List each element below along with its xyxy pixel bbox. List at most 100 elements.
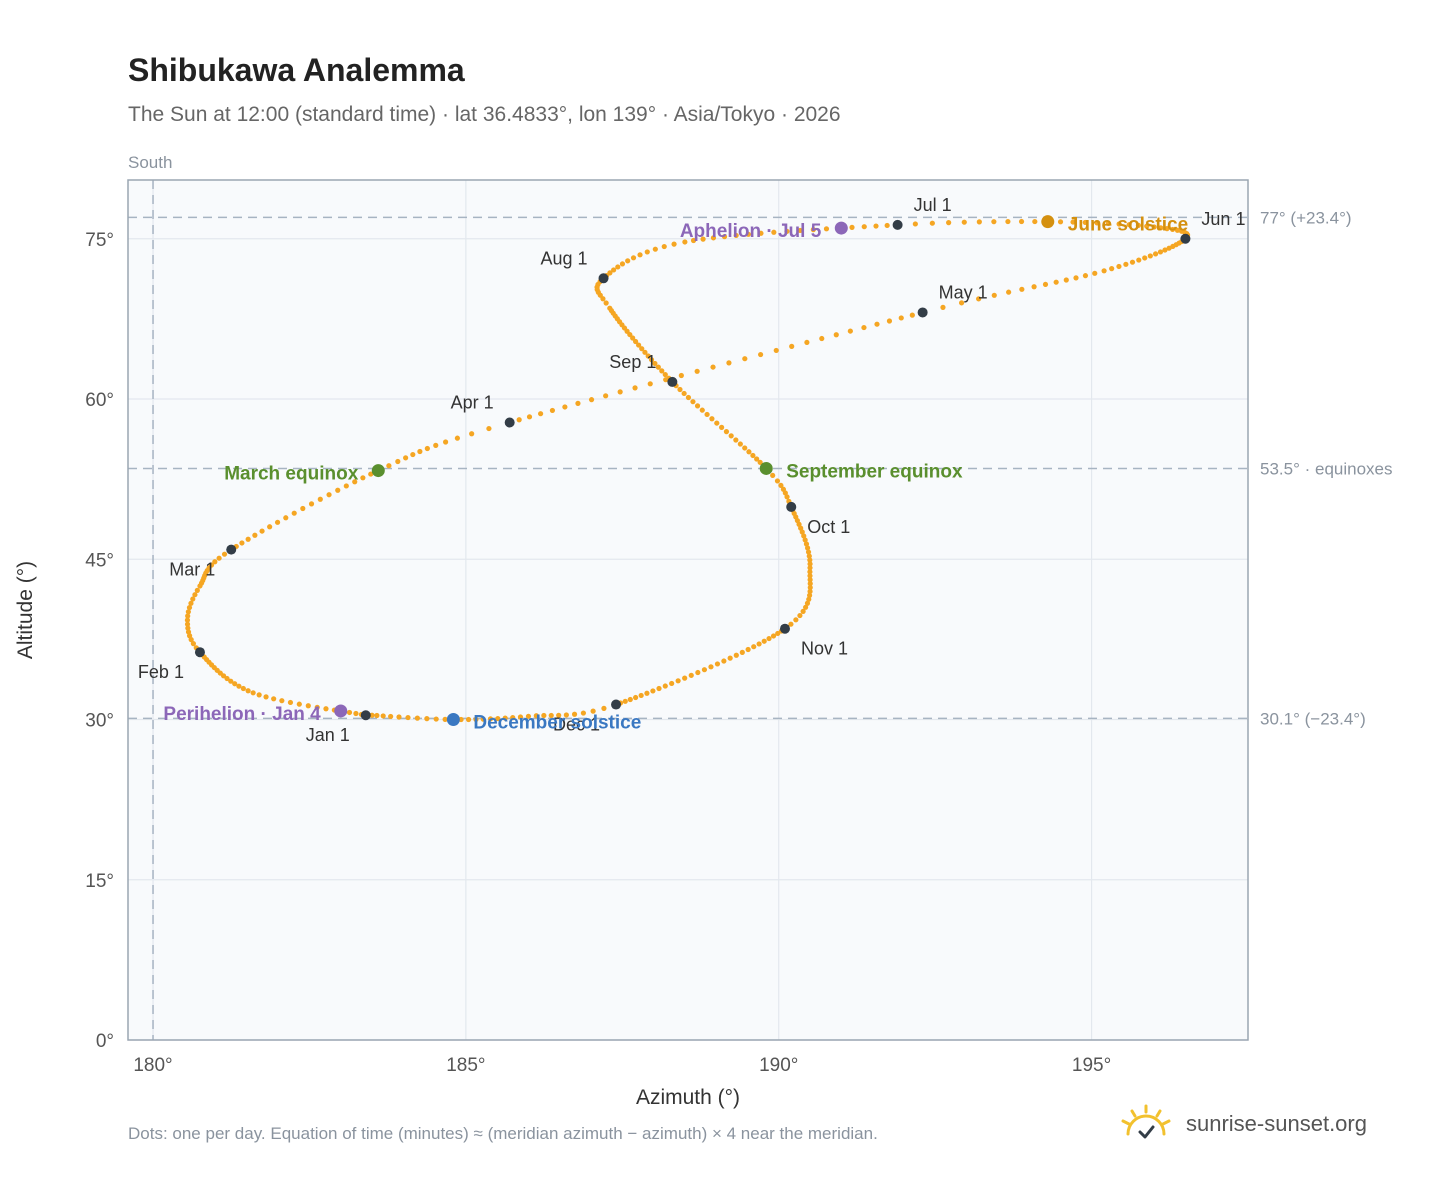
- day-dot: [556, 712, 562, 718]
- day-dot: [806, 592, 813, 598]
- day-dot: [704, 411, 710, 418]
- day-dot: [1158, 225, 1164, 231]
- day-dot: [188, 600, 194, 606]
- day-dot: [236, 683, 242, 689]
- axis-ticks: 180° 185° 190° 195° 0° 15° 30° 45° 60° 75°: [85, 230, 1111, 1076]
- day-dot: [642, 349, 648, 355]
- day-dot: [300, 505, 306, 512]
- day-dot: [239, 540, 245, 546]
- day-dot: [806, 596, 812, 602]
- day-dot: [1164, 226, 1170, 232]
- day-dot: [746, 449, 752, 455]
- month-label-may-1: May 1: [939, 282, 988, 302]
- day-dot: [770, 633, 777, 639]
- day-dot: [563, 712, 569, 718]
- chart-subtitle: The Sun at 12:00 (standard time) · lat 3…: [128, 103, 841, 126]
- y-tick-label: 15°: [85, 871, 114, 892]
- day-dot: [590, 708, 596, 714]
- day-dot: [374, 712, 380, 719]
- day-dot: [861, 324, 867, 331]
- day-dot: [1152, 251, 1159, 257]
- day-dot: [274, 519, 281, 525]
- day-dot: [661, 243, 667, 250]
- day-dot: [271, 696, 277, 702]
- day-dot: [728, 433, 734, 439]
- day-dot: [803, 604, 809, 610]
- footnote: Dots: one per day. Equation of time (min…: [128, 1124, 878, 1143]
- reference-lines: 77° (+23.4°) 53.5° · equinoxes 30.1° (−23.…: [128, 180, 1393, 1040]
- day-dot: [678, 372, 684, 379]
- day-dot: [548, 712, 554, 719]
- reference-line-label: 77° (+23.4°): [1260, 208, 1352, 227]
- day-dot: [793, 617, 799, 623]
- day-dot: [305, 703, 311, 709]
- day-dot: [538, 411, 544, 417]
- event-label-december-solstice: December solstice: [473, 713, 641, 734]
- day-dot: [1032, 218, 1038, 225]
- event-label-perihelion-jan-4: Perihelion · Jan 4: [163, 704, 321, 725]
- day-dot: [874, 321, 880, 327]
- day-dot: [694, 368, 700, 374]
- day-dot: [380, 713, 386, 719]
- day-dot: [603, 393, 609, 399]
- x-tick-label: 185°: [446, 1055, 485, 1076]
- event-label-aphelion-jul-5: Aphelion · Jul 5: [680, 221, 822, 242]
- event-label-september-equinox: September equinox: [786, 461, 963, 482]
- chart-title: Shibukawa Analemma: [128, 52, 465, 88]
- day-dot: [1135, 222, 1141, 228]
- day-dot: [588, 397, 595, 403]
- day-dot: [770, 472, 776, 479]
- reference-line-label: 30.1° (−23.4°): [1260, 709, 1366, 728]
- day-dot: [256, 692, 262, 698]
- day-dot: [801, 533, 807, 539]
- day-dot: [611, 267, 617, 273]
- day-dot: [600, 296, 606, 302]
- day-dot: [690, 237, 697, 244]
- y-axis-label: Altitude (°): [14, 561, 37, 659]
- day-dot: [694, 403, 701, 409]
- day-dot: [849, 224, 855, 230]
- day-dot: [688, 672, 694, 678]
- day-dot: [630, 255, 637, 261]
- month-marker-may-1: [917, 307, 928, 318]
- day-dot: [259, 528, 265, 534]
- y-tick-label: 75°: [85, 230, 114, 251]
- day-dot: [487, 716, 494, 722]
- day-dot: [946, 220, 952, 226]
- day-dot: [1174, 227, 1181, 233]
- day-dot: [797, 227, 803, 234]
- month-label-jan-1: Jan 1: [306, 725, 350, 745]
- day-dot: [714, 420, 720, 426]
- day-dot: [228, 678, 234, 684]
- day-dot: [723, 429, 730, 435]
- day-dot: [630, 335, 636, 341]
- day-dot: [525, 713, 532, 719]
- day-dot: [1042, 281, 1049, 288]
- day-dot: [510, 715, 516, 721]
- day-dot: [958, 300, 965, 306]
- day-dot: [296, 701, 302, 707]
- day-dot: [784, 494, 790, 500]
- day-dot: [1063, 277, 1069, 283]
- day-dot: [185, 613, 191, 619]
- day-dot: [647, 381, 653, 387]
- day-dot: [601, 705, 607, 711]
- day-dot: [326, 492, 332, 498]
- day-dot: [252, 532, 258, 538]
- day-dot: [873, 223, 879, 229]
- day-dot: [804, 600, 811, 606]
- month-label-mar-1: Mar 1: [169, 560, 215, 580]
- day-dot: [1178, 228, 1185, 234]
- day-dot: [360, 475, 366, 481]
- day-dot: [541, 712, 547, 719]
- day-dot: [287, 699, 294, 706]
- day-dot: [644, 690, 650, 696]
- day-dot: [343, 483, 349, 489]
- day-dot: [263, 694, 269, 700]
- day-dot: [771, 229, 777, 235]
- day-dot: [1129, 259, 1136, 265]
- day-dot: [754, 456, 760, 462]
- day-dot: [632, 385, 638, 391]
- day-dot: [221, 551, 228, 557]
- day-dot: [1094, 220, 1100, 226]
